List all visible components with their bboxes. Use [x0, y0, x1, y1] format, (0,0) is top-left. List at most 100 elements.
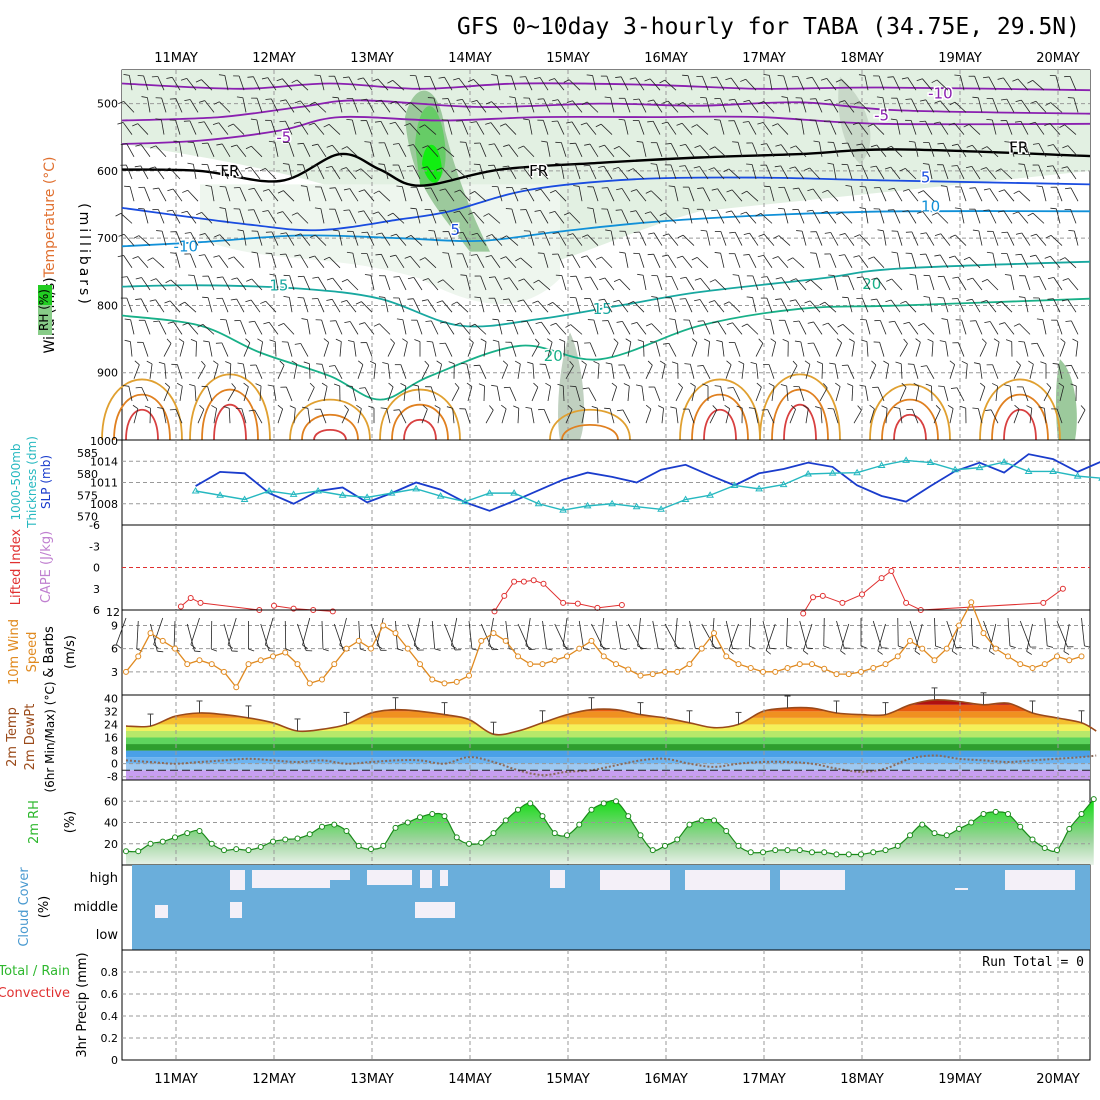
wind-barb — [603, 166, 613, 180]
wind-barb — [184, 301, 197, 313]
wind-speed-marker — [515, 653, 521, 660]
wind-barb — [589, 298, 597, 313]
wind-barb — [363, 77, 373, 91]
wind-barb — [501, 364, 508, 379]
wind-barb-flag — [282, 163, 289, 165]
wind-barb — [957, 143, 967, 157]
wind-barb — [577, 341, 581, 357]
wind-barb — [256, 98, 263, 113]
wind-barb-flag — [323, 256, 330, 261]
cloud-gap — [252, 870, 330, 888]
wind-barb — [543, 231, 551, 246]
wind-barb — [748, 121, 757, 135]
wind-barb — [369, 142, 375, 157]
wind-barb-flag — [820, 77, 827, 81]
wind-barb — [824, 301, 837, 313]
wind-barb — [430, 209, 437, 224]
wind-barb-flag — [746, 296, 753, 298]
wind-barb — [699, 145, 711, 158]
warm-contour — [881, 398, 939, 441]
wind-barb — [1023, 341, 1029, 357]
wind-speed-marker — [147, 630, 154, 637]
wind-barb-flag — [711, 188, 718, 191]
tick-label: -6 — [89, 519, 100, 532]
wind-barb — [1009, 386, 1013, 402]
wind-barb-flag — [261, 77, 268, 80]
wind-barb — [977, 97, 983, 113]
wind-barb-flag — [404, 123, 411, 127]
wind-barb — [547, 342, 553, 357]
wind-barb — [430, 386, 437, 402]
wind-barb-flag — [149, 299, 156, 302]
wind-barb-flag — [659, 360, 666, 365]
wind-barb — [858, 255, 869, 269]
wind-barb-flag — [227, 123, 234, 127]
warm-contour — [691, 393, 749, 441]
wind-barb-flag — [998, 189, 1005, 193]
wind-barb — [558, 232, 567, 246]
wind-barb-flag — [738, 360, 745, 365]
top-date-label: 18MAY — [840, 51, 884, 66]
wind-barb-flag — [587, 207, 594, 210]
wind-barb — [894, 321, 903, 335]
wind-barb-flag — [601, 187, 608, 189]
wind-barb — [120, 213, 133, 224]
wind-barb-flag — [469, 190, 475, 195]
wind-barb-flag — [1064, 187, 1072, 190]
wind-barb — [409, 123, 421, 135]
wind-speed-marker — [429, 676, 436, 683]
wind-barb — [893, 188, 903, 202]
wind-speed-marker — [919, 645, 926, 652]
wind-barb-flag — [1050, 207, 1057, 210]
wind-barb — [636, 189, 647, 202]
wind-barb-flag — [213, 255, 220, 258]
wind-barb-flag — [887, 76, 894, 78]
rh-marker — [772, 847, 779, 854]
lifted-index-marker — [511, 578, 518, 585]
wind-barb — [943, 143, 951, 157]
thickness-marker — [1000, 458, 1008, 465]
wind-barb — [706, 230, 711, 246]
wind-barb — [622, 321, 631, 335]
wind-barb — [288, 164, 293, 180]
wind-barb-flag — [375, 99, 382, 103]
wind-barb-flag — [347, 340, 354, 343]
axis-label-part: RH (%) — [37, 289, 51, 331]
wind-barb — [709, 409, 718, 424]
wind-barb — [847, 142, 855, 157]
wind-barb-flag — [389, 121, 396, 125]
wind-barb — [491, 255, 501, 269]
wind-barb — [957, 276, 967, 291]
thickness-marker — [853, 468, 861, 476]
wind-barb — [366, 253, 373, 268]
wind-barb — [928, 142, 935, 157]
rh-marker — [858, 851, 864, 858]
surface-wind-barb — [136, 620, 139, 649]
surface-wind-barb-flag — [360, 648, 367, 652]
wind-barb-flag — [1000, 98, 1008, 101]
wind-barb — [929, 297, 933, 313]
wind-barb-flag — [422, 145, 429, 149]
wind-barb — [1003, 210, 1013, 224]
wind-barb — [844, 100, 855, 113]
contour-label: 20 — [862, 275, 881, 293]
wind-barb-flag — [886, 278, 892, 282]
wind-barb — [911, 98, 919, 113]
wind-barb-flag — [1036, 185, 1043, 188]
wind-barb — [334, 209, 341, 224]
surface-wind-barb-flag — [637, 645, 644, 649]
wind-barb — [745, 211, 757, 224]
wind-barb — [161, 230, 167, 246]
wind-speed-marker — [294, 661, 301, 668]
wind-barb-flag — [187, 162, 194, 165]
wind-barb — [1049, 123, 1061, 135]
wind-barb — [300, 343, 309, 357]
wind-barb — [506, 235, 519, 246]
wind-barb — [395, 100, 407, 113]
wind-barb-flag — [279, 120, 286, 123]
wind-barb-flag — [456, 98, 463, 101]
warm-contour — [113, 393, 171, 441]
axis-label-part: Lifted Index — [9, 528, 24, 605]
warm-contour — [893, 413, 927, 441]
wind-barb — [307, 387, 315, 402]
